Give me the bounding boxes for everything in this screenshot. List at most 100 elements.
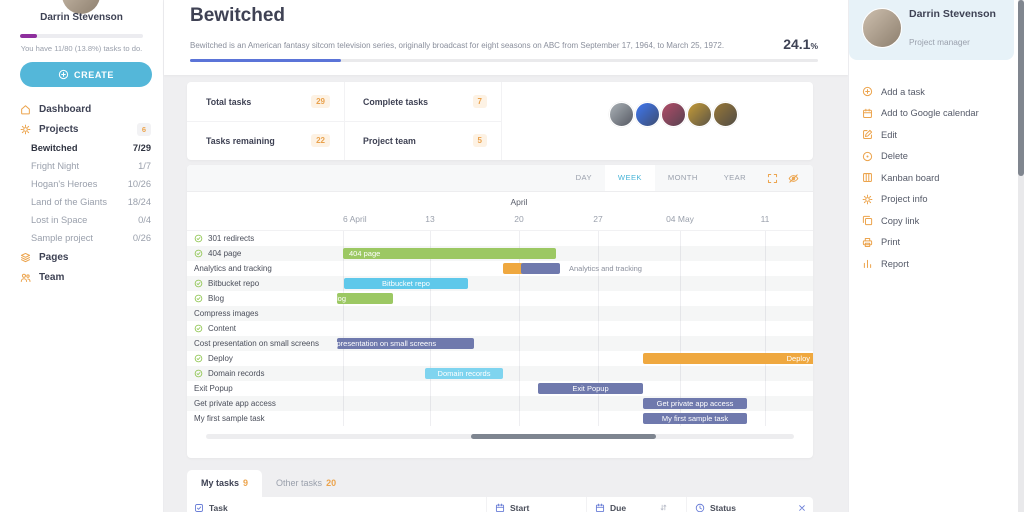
menu-item-label: Delete (881, 151, 908, 162)
gantt-bar-outside-label: Analytics and tracking (569, 264, 642, 273)
avatar[interactable] (661, 102, 686, 127)
sidebar-item-label: Projects (39, 123, 79, 135)
gantt-row-blog: Blog Blog (187, 291, 813, 306)
gantt-view-tab-month[interactable]: MONTH (667, 173, 698, 182)
avatar[interactable] (609, 102, 634, 127)
gantt-task-label[interactable]: Content (187, 321, 344, 336)
right-sidebar: Darrin Stevenson Project manager Add a t… (848, 0, 1019, 512)
check-circle-icon (194, 369, 203, 378)
menu-item-copy-link[interactable]: Copy link (849, 210, 1019, 232)
window-scrollbar-thumb[interactable] (1018, 0, 1024, 176)
gantt-bar[interactable]: Deploy (643, 353, 813, 364)
gantt-task-label[interactable]: Bitbucket repo (187, 276, 344, 291)
sidebar-project-hogan-s-heroes[interactable]: Hogan's Heroes 10/26 (0, 175, 163, 193)
gantt-bar[interactable]: My first sample task (643, 413, 747, 424)
gantt-row-compress-images: Compress images (187, 306, 813, 321)
menu-item-project-info[interactable]: Project info (849, 189, 1019, 211)
gantt-task-label[interactable]: My first sample task (187, 411, 344, 426)
gantt-bar[interactable]: Get private app access (643, 398, 747, 409)
sidebar-project-lost-in-space[interactable]: Lost in Space 0/4 (0, 211, 163, 229)
gantt-task-label[interactable]: Domain records (187, 366, 344, 381)
report-icon (862, 258, 873, 269)
gantt-task-label[interactable]: 404 page (187, 246, 344, 261)
create-button[interactable]: CREATE (20, 62, 152, 87)
gantt-task-label[interactable]: Exit Popup (187, 381, 344, 396)
gantt-bar[interactable]: Cost presentation on small screens (337, 338, 474, 349)
gantt-task-label[interactable]: Analytics and tracking (187, 261, 344, 276)
gantt-task-label[interactable]: 301 redirects (187, 231, 344, 246)
gantt-task-name: Compress images (194, 309, 259, 318)
gantt-task-label[interactable]: Deploy (187, 351, 344, 366)
menu-item-edit[interactable]: Edit (849, 124, 1019, 146)
gantt-bar[interactable]: Blog (337, 293, 393, 304)
gantt-bar-label: My first sample task (661, 414, 729, 423)
copy-icon (862, 215, 873, 226)
gantt-row-404-page: 404 page 404 page (187, 246, 813, 261)
sidebar-project-fright-night[interactable]: Fright Night 1/7 (0, 157, 163, 175)
gantt-bar[interactable]: Bitbucket repo (344, 278, 468, 289)
manager-avatar[interactable] (862, 8, 902, 48)
tab-count: 9 (243, 478, 249, 488)
expand-icon[interactable] (767, 173, 778, 184)
column-header-due[interactable]: Due (586, 497, 626, 512)
gantt-task-name: Exit Popup (194, 384, 233, 393)
avatar[interactable] (635, 102, 660, 127)
gantt-task-label[interactable]: Get private app access (187, 396, 344, 411)
gantt-bar[interactable] (521, 263, 560, 274)
tab-other-tasks[interactable]: Other tasks 20 (262, 470, 350, 497)
gantt-gridline (343, 231, 344, 426)
sidebar-item-projects[interactable]: Projects 6 (0, 119, 163, 139)
menu-item-print[interactable]: Print (849, 232, 1019, 254)
avatar[interactable] (713, 102, 738, 127)
sidebar-project-bewitched[interactable]: Bewitched 7/29 (0, 139, 163, 157)
gantt-bar-label: Exit Popup (572, 384, 609, 393)
column-header-task[interactable]: Task (194, 497, 228, 512)
menu-item-delete[interactable]: Delete (849, 146, 1019, 168)
project-progress-fill (190, 59, 342, 62)
gantt-scrollbar-thumb[interactable] (471, 434, 656, 439)
menu-item-label: Copy link (881, 215, 920, 226)
gantt-bar[interactable]: 404 page (343, 248, 556, 259)
gantt-view-tab-year[interactable]: YEAR (723, 173, 746, 182)
menu-item-report[interactable]: Report (849, 253, 1019, 275)
gantt-bar[interactable]: Exit Popup (538, 383, 643, 394)
gantt-bar-label: Deploy (786, 354, 810, 363)
menu-item-add-a-task[interactable]: Add a task (849, 81, 1019, 103)
eye-off-icon[interactable] (788, 173, 799, 184)
stat-value-badge: 29 (311, 95, 330, 108)
user-avatar[interactable] (62, 0, 100, 14)
gantt-task-name: Deploy (208, 354, 233, 363)
window-scrollbar[interactable] (1018, 0, 1024, 512)
gantt-horizontal-scrollbar[interactable] (206, 434, 794, 439)
gantt-view-tab-week[interactable]: WEEK (604, 165, 655, 191)
sidebar-item-team[interactable]: Team (0, 267, 163, 287)
column-header-status[interactable]: Status (686, 497, 736, 512)
gantt-view-tab-day[interactable]: DAY (575, 173, 592, 182)
gantt-gridlines (187, 231, 813, 426)
close-icon[interactable] (797, 503, 807, 512)
gantt-task-label[interactable]: Blog (187, 291, 344, 306)
sidebar-project-sample-project[interactable]: Sample project 0/26 (0, 229, 163, 247)
sidebar-project-land-of-the-giants[interactable]: Land of the Giants 18/24 (0, 193, 163, 211)
sort-icon[interactable] (659, 503, 668, 512)
gantt-task-name: Domain records (208, 369, 265, 378)
tab-my-tasks[interactable]: My tasks 9 (187, 470, 263, 497)
sidebar-item-dashboard[interactable]: Dashboard (0, 99, 163, 119)
gantt-row-301-redirects: 301 redirects (187, 231, 813, 246)
gantt-bar[interactable]: Domain records (425, 368, 503, 379)
menu-item-kanban-board[interactable]: Kanban board (849, 167, 1019, 189)
check-circle-icon (194, 279, 203, 288)
layers-icon (20, 252, 31, 263)
column-label: Start (510, 503, 530, 512)
gantt-task-name: My first sample task (194, 414, 265, 423)
column-header-start[interactable]: Start (486, 497, 529, 512)
gantt-gridline (598, 231, 599, 426)
sidebar-item-pages[interactable]: Pages (0, 247, 163, 267)
gantt-task-label[interactable]: Cost presentation on small screens (187, 336, 344, 351)
gantt-task-label[interactable]: Compress images (187, 306, 344, 321)
avatar[interactable] (687, 102, 712, 127)
column-label: Task (209, 503, 228, 512)
manager-name: Darrin Stevenson (909, 8, 996, 20)
gantt-bar[interactable] (503, 263, 523, 274)
menu-item-add-to-google-calendar[interactable]: Add to Google calendar (849, 103, 1019, 125)
